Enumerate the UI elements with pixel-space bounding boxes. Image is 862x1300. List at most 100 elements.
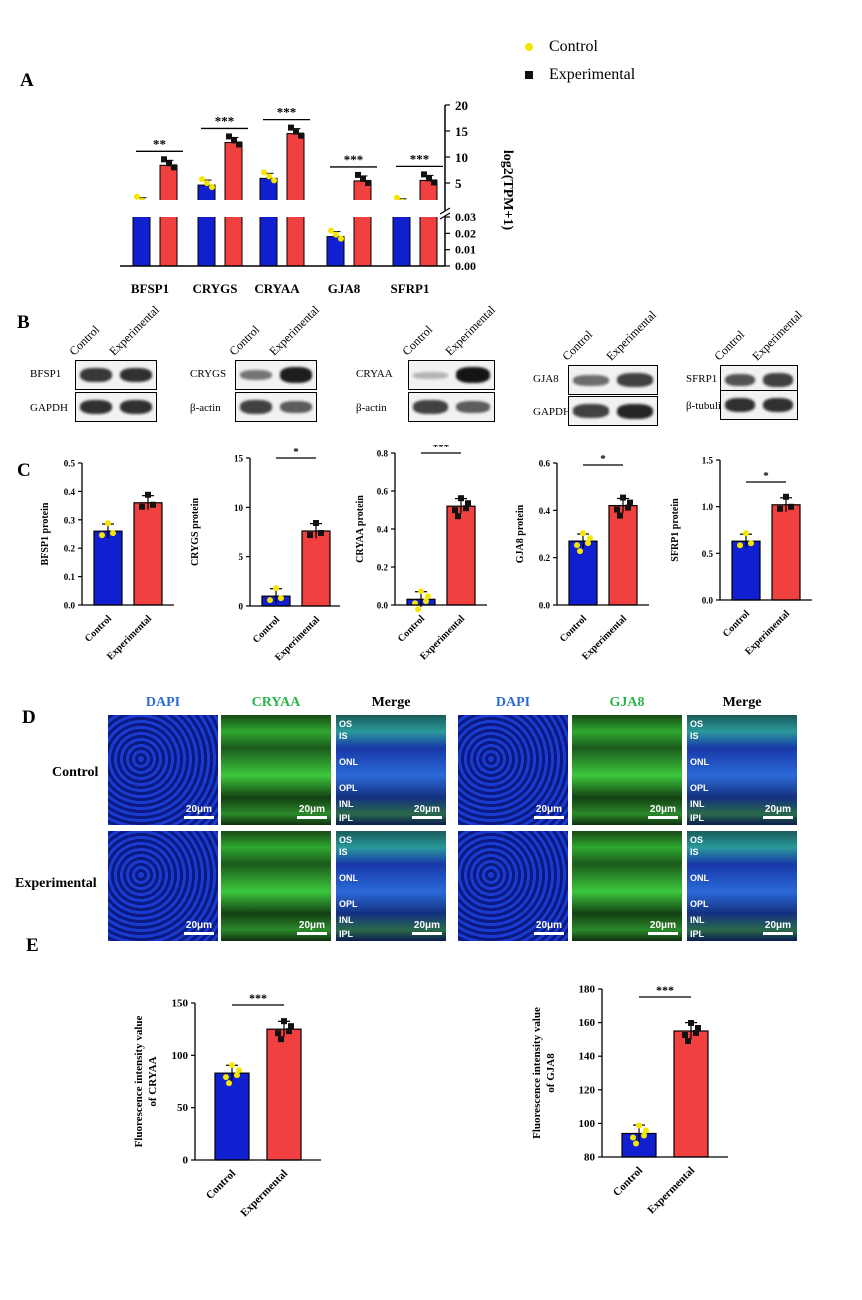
category-label-control: Control [396,613,427,644]
data-point-experimental [288,1023,294,1030]
data-point-control [226,1080,232,1087]
layer-label-os: OS [690,719,704,729]
layer-label-inl: INL [690,915,705,925]
data-point-control [271,177,277,184]
scale-bar-line [648,932,678,935]
scale-bar-line [184,932,214,935]
y-tick-label: 0.0 [702,596,714,606]
y-tick-label: 0.3 [64,515,76,525]
band [763,397,793,413]
significance-stars: * [763,470,769,482]
blot-band-box [408,360,495,390]
bar-expermental [266,1028,302,1161]
data-point-experimental [777,505,783,512]
band [80,399,112,415]
layer-label-os: OS [339,835,353,845]
bar-cryaa-experimental [286,133,305,267]
data-point-control [105,520,111,527]
band [455,401,490,413]
legend-experimental-label: Experimental [549,66,636,83]
y-axis-label: of GJA8 [545,1053,557,1093]
data-point-control [234,1072,240,1079]
layer-label-is: IS [690,731,699,741]
data-point-control [328,227,334,234]
data-point-experimental [236,141,242,148]
y-axis-label: log2(TPM+1) [500,150,515,231]
layer-label-os: OS [339,719,353,729]
bar-gja8-experimental [353,180,372,267]
protein-label: GJA8 [533,373,559,385]
axis-break-gap [100,200,450,217]
data-point-control [630,1134,636,1141]
data-point-control [743,530,749,537]
lane-label-control: Control [226,322,263,359]
protein-label: CRYAA [356,368,393,380]
loading-band-box [235,392,317,422]
scale-bar-line [534,932,564,935]
band [617,403,653,419]
scale-bar-line [648,816,678,819]
data-point-experimental [682,1032,688,1038]
layer-label-opl: OPL [690,783,709,793]
chart-c1: ControlExperimental0.00.10.20.30.40.5BFS… [40,459,174,662]
y-tick-label: 0 [239,602,244,612]
significance-stars: *** [433,445,450,453]
bar-cryaa-control [259,177,278,267]
legend-control-label: Control [549,38,598,55]
scale-bar: 20μm [763,920,793,935]
scale-bar-line [412,816,442,819]
data-point-experimental [166,160,172,167]
legend-control-marker [525,43,533,51]
blot-band-box [568,365,658,395]
layer-label-is: IS [339,847,348,857]
layer-label-inl: INL [339,799,354,809]
significance-stars: *** [344,152,364,167]
band [280,367,312,383]
data-point-experimental [161,156,167,163]
micrograph-merge-control: 20μm OS IS ONL OPL INL IPL [336,715,446,825]
data-point-experimental [688,1020,694,1026]
bar-experimental [133,502,163,606]
data-point-control [229,1062,235,1069]
band [120,399,152,415]
data-point-control [748,540,754,547]
y-tick-label: 0.0 [64,601,76,611]
category-label-expermental: Expermental [645,1165,697,1217]
data-point-experimental [288,124,294,131]
y-tick-label: 0.8 [377,449,389,459]
y-tick-label: 0.6 [377,487,389,497]
y-tick-label: 0.0 [377,601,389,611]
data-point-experimental [307,532,313,539]
scale-bar-line [297,932,327,935]
protein-label: SFRP1 [686,373,718,385]
bar-experimental [301,530,331,607]
data-point-control [574,542,580,549]
data-point-experimental [695,1025,701,1031]
data-point-experimental [614,506,620,513]
band [120,367,152,383]
scale-bar-line [763,816,793,819]
data-point-control [204,180,210,187]
y-tick-label: 100 [172,1050,189,1062]
data-point-experimental [463,505,469,512]
row-label-experimental: Experimental [15,876,97,891]
data-point-experimental [617,512,623,519]
data-point-experimental [298,132,304,139]
y-tick-label: 0.0 [539,601,551,611]
band [573,374,609,386]
layer-label-ipl: IPL [690,929,705,939]
micrograph-title-dapi: DAPI [495,695,531,710]
category-label-control: Control [611,1165,645,1199]
layer-label-opl: OPL [690,899,709,909]
y-tick-label: 15 [234,454,244,464]
significance-stars: *** [410,151,430,166]
loading-band-box [720,390,798,420]
y-tick-label: 0.01 [455,243,476,257]
data-point-experimental [286,1028,292,1035]
y-axis-label: of CRYAA [147,1056,159,1106]
data-point-control [423,598,429,605]
micrograph-title-merge: Merge [371,695,411,710]
significance-stars: ** [153,136,166,151]
lane-label-control: Control [399,322,436,359]
